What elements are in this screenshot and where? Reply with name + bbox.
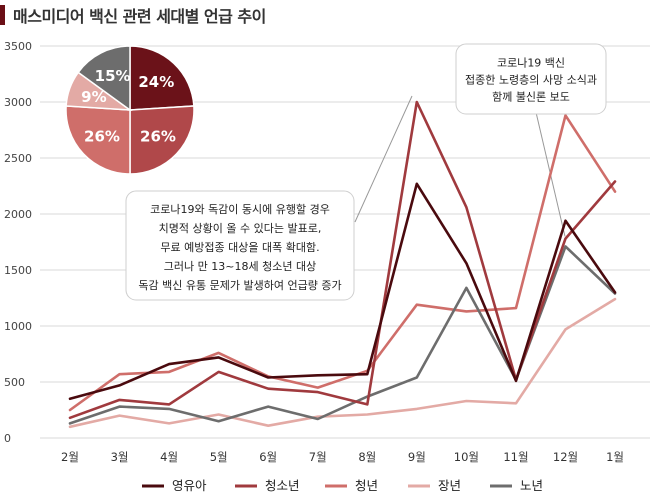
annotation-line: 독감 백신 유통 문제가 발생하여 언급량 증가 bbox=[138, 278, 341, 292]
annotation-line: 함께 불신론 보도 bbox=[492, 91, 570, 104]
annotation-line: 코로나19 백신 bbox=[497, 57, 565, 70]
legend-label: 청년 bbox=[355, 478, 378, 493]
x-tick-label: 3월 bbox=[111, 450, 129, 464]
x-tick-label: 11월 bbox=[503, 450, 528, 464]
x-tick-label: 2월 bbox=[61, 450, 79, 464]
annotation-line: 치명적 상황이 올 수 있다는 발표로, bbox=[159, 222, 322, 235]
pie-slice-label: 26% bbox=[84, 127, 120, 145]
pie-slice-label: 26% bbox=[140, 127, 176, 145]
pie-slice-label: 15% bbox=[95, 67, 131, 85]
x-tick-label: 8월 bbox=[358, 450, 376, 464]
y-tick-label: 500 bbox=[4, 376, 25, 389]
annotation-box bbox=[455, 43, 607, 115]
y-tick-label: 0 bbox=[4, 432, 11, 445]
pie-chart: 24% 26% 26% 9% 15% bbox=[65, 45, 195, 175]
series-line-4 bbox=[68, 297, 617, 429]
legend-label: 장년 bbox=[438, 478, 461, 493]
annotation-leader bbox=[354, 95, 413, 223]
x-tick-label: 4월 bbox=[160, 450, 178, 464]
x-tick-label: 10월 bbox=[454, 450, 479, 464]
annotation-leaders bbox=[354, 95, 566, 237]
y-tick-label: 2500 bbox=[4, 152, 32, 165]
annotation-line: 무료 예방접종 대상을 대폭 확대함. bbox=[160, 241, 319, 254]
x-tick-label: 1월 bbox=[606, 450, 624, 464]
y-tick-label: 1500 bbox=[4, 264, 32, 277]
series-lines bbox=[68, 100, 617, 429]
y-axis-ticks: 0 500 1000 1500 2000 2500 3000 3500 bbox=[4, 40, 32, 445]
x-tick-label: 7월 bbox=[309, 450, 327, 464]
y-tick-label: 1000 bbox=[4, 320, 32, 333]
pie-slice bbox=[129, 45, 195, 111]
series-line-3 bbox=[68, 114, 617, 412]
y-tick-label: 3500 bbox=[4, 40, 32, 53]
x-tick-label: 9월 bbox=[408, 450, 426, 464]
annotation-line: 그러나 만 13~18세 청소년 대상 bbox=[164, 260, 316, 273]
legend-label: 영유아 bbox=[172, 478, 207, 493]
title-block: 매스미디어 백신 관련 세대별 언급 추이 bbox=[0, 0, 266, 30]
pie-slice bbox=[77, 45, 131, 112]
legend: 영유아 청소년 청년 장년 노년 bbox=[142, 478, 543, 493]
pie-slice bbox=[65, 105, 131, 175]
title-accent-bar bbox=[0, 5, 5, 25]
pie-slice-label: 9% bbox=[81, 88, 106, 106]
x-tick-label: 6월 bbox=[259, 450, 277, 464]
y-tick-label: 2000 bbox=[4, 208, 32, 221]
annotation-line: 코로나19와 독감이 동시에 유행할 경우 bbox=[150, 203, 330, 216]
y-tick-label: 3000 bbox=[4, 96, 32, 109]
legend-label: 노년 bbox=[520, 478, 543, 493]
chart-title: 매스미디어 백신 관련 세대별 언급 추이 bbox=[13, 7, 266, 26]
x-tick-label: 12월 bbox=[553, 450, 578, 464]
pie-slice-label: 24% bbox=[138, 73, 174, 91]
x-axis-ticks: 2월 3월 4월 5월 6월 7월 8월 9월 10월 11월 12월 1월 bbox=[61, 450, 624, 464]
annotation-line: 접종한 노령층의 사망 소식과 bbox=[465, 74, 597, 87]
pie-slice bbox=[129, 105, 195, 175]
x-tick-label: 5월 bbox=[210, 450, 228, 464]
legend-label: 청소년 bbox=[265, 478, 300, 493]
series-line-1 bbox=[68, 182, 617, 401]
annotation-box bbox=[125, 190, 355, 301]
